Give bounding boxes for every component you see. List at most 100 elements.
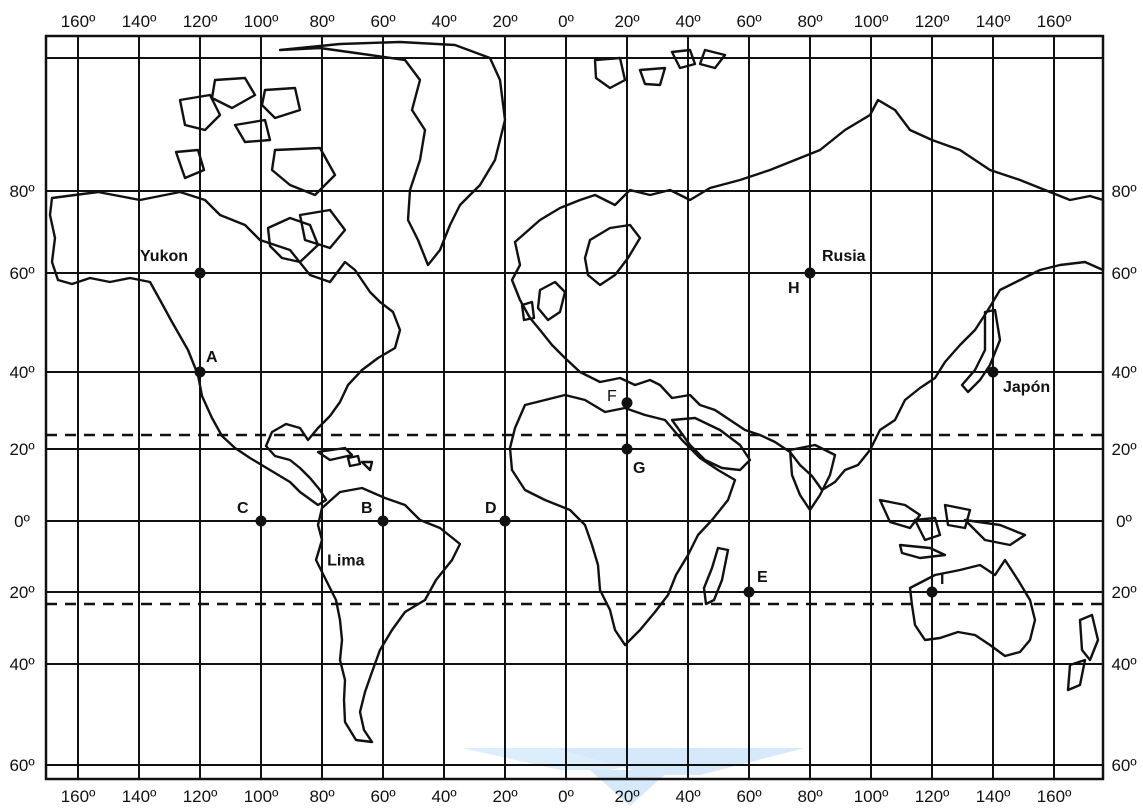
map-frame <box>44 34 1105 781</box>
longitude-label: 20º <box>492 787 517 806</box>
latitude-label: 20º <box>9 440 34 459</box>
longitude-label: 140º <box>976 787 1011 806</box>
point-label-h: H <box>788 280 800 297</box>
madagascar <box>702 546 730 606</box>
latitude-labels-left: 80º 60º 40º 20º 0º 20º 40º 60º <box>9 182 34 775</box>
longitude-label: 100º <box>244 787 279 806</box>
longitude-label: 160º <box>1037 787 1072 806</box>
point-label-c: C <box>237 500 249 517</box>
arctic-islands <box>174 76 347 250</box>
point-marker-i <box>926 586 938 598</box>
latitude-label: 0º <box>14 512 30 531</box>
longitude-label: 20º <box>614 12 639 31</box>
longitude-label: 120º <box>183 787 218 806</box>
longitude-label: 60º <box>370 12 395 31</box>
longitude-label: 120º <box>915 787 950 806</box>
meridian-lines <box>77 36 1055 779</box>
australia <box>908 558 1037 658</box>
point-marker-a <box>194 366 206 378</box>
longitude-label: 20º <box>614 787 639 806</box>
new-zealand <box>1066 613 1100 692</box>
longitude-label: 140º <box>976 12 1011 31</box>
point-marker-japon <box>987 366 999 378</box>
longitude-label: 120º <box>915 12 950 31</box>
longitude-label: 100º <box>854 12 889 31</box>
latitude-label: 20º <box>1111 440 1136 459</box>
se-asia-islands <box>878 498 1027 560</box>
latitude-label: 20º <box>1111 583 1136 602</box>
map-points: Yukon A C B Lima D F G E H Rusia Japón I <box>140 248 1050 598</box>
point-marker-g <box>621 443 633 455</box>
point-marker-e <box>743 586 755 598</box>
longitude-label: 40º <box>675 12 700 31</box>
point-label-japon: Japón <box>1003 379 1050 396</box>
latitude-label: 0º <box>1116 512 1132 531</box>
longitude-label: 80º <box>309 787 334 806</box>
parallel-lines <box>46 57 1103 766</box>
latitude-label: 40º <box>9 363 34 382</box>
africa <box>508 393 737 647</box>
point-marker-c <box>255 515 267 527</box>
point-marker-h <box>804 267 816 279</box>
point-marker-yukon <box>194 267 206 279</box>
scandinavia <box>583 223 642 287</box>
point-label-g: G <box>633 460 645 477</box>
longitude-label: 40º <box>675 787 700 806</box>
longitude-label: 140º <box>122 787 157 806</box>
british-isles <box>520 280 567 322</box>
longitude-label: 120º <box>183 12 218 31</box>
longitude-label: 100º <box>244 12 279 31</box>
latitude-label: 40º <box>1111 655 1136 674</box>
longitude-label: 80º <box>309 12 334 31</box>
point-marker-d <box>499 515 511 527</box>
point-marker-f <box>621 397 633 409</box>
arctic-europe-islands <box>593 48 727 90</box>
arabia <box>670 416 752 472</box>
india <box>788 443 837 512</box>
point-label-d: D <box>485 500 497 517</box>
eurasia <box>510 98 1105 492</box>
longitude-label: 160º <box>1037 12 1072 31</box>
latitude-label: 80º <box>1111 182 1136 201</box>
longitude-label: 60º <box>736 12 761 31</box>
longitude-label: 60º <box>736 787 761 806</box>
japan <box>960 308 1002 394</box>
longitude-label: 140º <box>122 12 157 31</box>
latitude-label: 20º <box>9 583 34 602</box>
point-label-b: B <box>361 500 373 517</box>
caribbean-islands <box>316 446 374 472</box>
south-america <box>314 486 462 744</box>
latitude-label: 60º <box>9 264 34 283</box>
greenland <box>278 40 507 267</box>
hudson-bay <box>266 216 320 264</box>
longitude-label: 40º <box>431 787 456 806</box>
latitude-labels-right: 80º 60º 40º 20º 0º 20º 40º 60º <box>1111 182 1136 775</box>
point-label-f: F <box>607 388 617 405</box>
latitude-label: 40º <box>9 655 34 674</box>
longitude-labels-bottom: 160º 140º 120º 100º 80º 60º 40º 20º 0º 20º 40º 60º 8… <box>61 787 1072 806</box>
latitude-label: 60º <box>1111 264 1136 283</box>
latitude-label: 60º <box>1111 756 1136 775</box>
point-label-rusia: Rusia <box>822 248 866 265</box>
continents <box>48 40 1105 744</box>
longitude-label: 160º <box>61 787 96 806</box>
point-label-i: I <box>940 571 944 588</box>
north-america <box>48 190 402 507</box>
point-label-lima: Lima <box>327 553 364 570</box>
longitude-label: 80º <box>797 787 822 806</box>
longitude-label: 0º <box>558 787 574 806</box>
point-label-a: A <box>206 349 218 366</box>
longitude-label: 0º <box>558 12 574 31</box>
longitude-labels-top: 160º 140º 120º 100º 80º 60º 40º 20º 0º 20º 40º 60º 8… <box>61 12 1072 31</box>
longitude-label: 60º <box>370 787 395 806</box>
longitude-label: 160º <box>61 12 96 31</box>
point-label-e: E <box>757 569 768 586</box>
longitude-label: 40º <box>431 12 456 31</box>
longitude-label: 20º <box>492 12 517 31</box>
latitude-label: 60º <box>9 756 34 775</box>
longitude-label: 100º <box>854 787 889 806</box>
point-marker-b <box>377 515 389 527</box>
latitude-label: 80º <box>9 182 34 201</box>
latitude-label: 40º <box>1111 363 1136 382</box>
